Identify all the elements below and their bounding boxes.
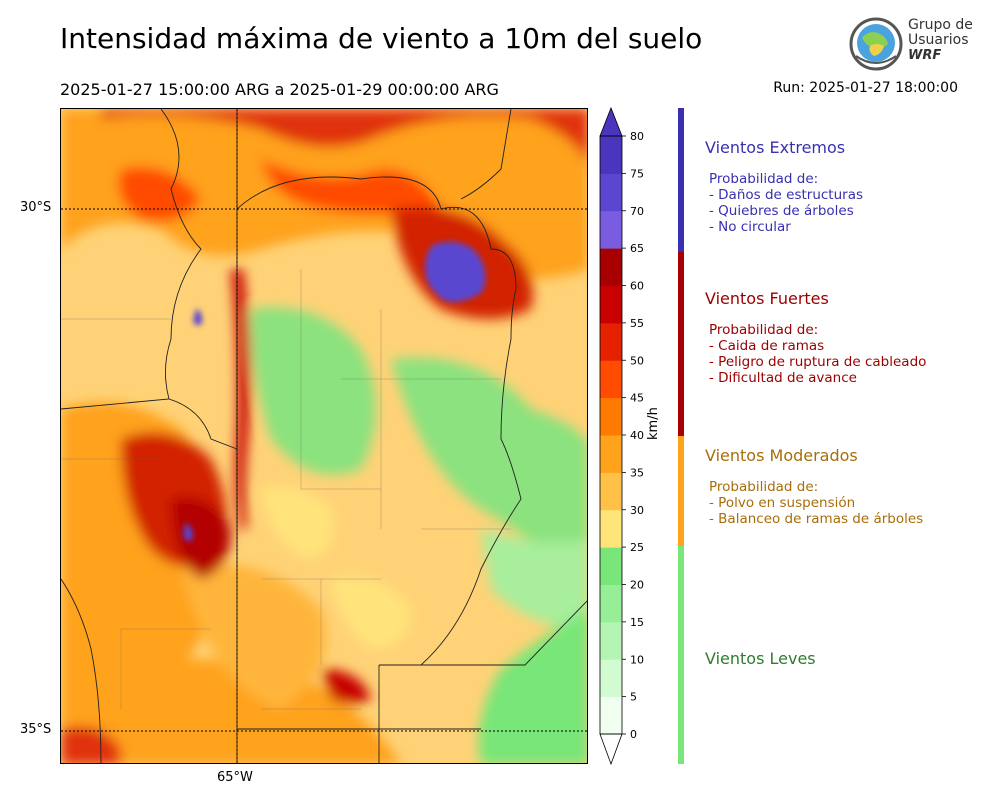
logo-line-1: Grupo de [908, 17, 973, 33]
category-extreme-desc: Probabilidad de: - Daños de estructuras … [705, 171, 995, 235]
category-bar-strong [678, 252, 684, 436]
colorbar-segment [600, 547, 622, 585]
extreme-wind-area [183, 241, 486, 542]
category-moderate-title: Vientos Moderados [705, 446, 858, 465]
category-moderate-desc-header: Probabilidad de: [709, 479, 819, 495]
globe-logo-icon [849, 17, 903, 71]
lat-label-35s: 35°S [20, 722, 52, 737]
category-strong: Vientos Fuertes Probabilidad de: - Caida… [705, 289, 995, 386]
logo-line-2: Usuarios [908, 32, 969, 48]
category-light: Vientos Leves [705, 649, 995, 668]
colorbar-segment [600, 659, 622, 698]
colorbar-tick-label: 40 [630, 429, 644, 442]
colorbar-tick-label: 30 [630, 504, 644, 517]
category-strong-item: - Caida de ramas [709, 338, 825, 354]
colorbar-segment [600, 322, 622, 361]
category-extreme-desc-header: Probabilidad de: [709, 171, 819, 187]
lat-label-30s: 30°S [20, 200, 52, 215]
colorbar-tick-label: 5 [630, 691, 637, 704]
colorbar-segment [600, 360, 622, 399]
colorbar-tick-label: 60 [630, 280, 644, 293]
colorbar: 0 5 10 15 20 25 30 35 40 45 50 55 60 65 70 75 80 [598, 106, 678, 768]
colorbar-tick-label: 75 [630, 167, 644, 180]
run-time: Run: 2025-01-27 18:00:00 [773, 80, 958, 96]
colorbar-tick-label: 20 [630, 579, 644, 592]
colorbar-segment [600, 696, 622, 735]
category-strong-item: - Dificultad de avance [709, 370, 857, 386]
category-bar-moderate [678, 436, 684, 546]
colorbar-segment [600, 136, 622, 174]
category-strong-desc: Probabilidad de: - Caida de ramas - Peli… [705, 322, 995, 386]
colorbar-tick-label: 35 [630, 466, 644, 479]
category-bar-light [678, 546, 684, 764]
colorbar-tick-label: 25 [630, 541, 644, 554]
colorbar-unit: km/h [646, 407, 661, 440]
wind-map [60, 108, 588, 764]
colorbar-extend-bottom [599, 733, 623, 766]
logo-line-3: WRF [908, 48, 942, 63]
valid-period: 2025-01-27 15:00:00 ARG a 2025-01-29 00:… [60, 80, 499, 99]
category-moderate-item: - Balanceo de ramas de árboles [709, 511, 924, 527]
colorbar-segment [600, 509, 622, 548]
colorbar-svg: 0 5 10 15 20 25 30 35 40 45 50 55 60 65 70 75 80 [599, 106, 644, 766]
colorbar-segment [600, 210, 622, 249]
category-moderate: Vientos Moderados Probabilidad de: - Pol… [705, 446, 995, 527]
chart-title: Intensidad máxima de viento a 10m del su… [60, 22, 703, 55]
colorbar-tick-label: 15 [630, 616, 644, 629]
category-moderate-item: - Polvo en suspensión [709, 495, 856, 511]
graticule [61, 109, 587, 763]
category-extreme-item: - Quiebres de árboles [709, 203, 854, 219]
category-extreme-title: Vientos Extremos [705, 138, 846, 157]
colorbar-tick-label: 10 [630, 653, 644, 666]
colorbar-segment [600, 472, 622, 511]
category-moderate-desc: Probabilidad de: - Polvo en suspensión -… [705, 479, 995, 527]
colorbar-segment [600, 285, 622, 324]
colorbar-tick-label: 65 [630, 242, 644, 255]
category-light-title: Vientos Leves [705, 649, 816, 668]
category-strong-title: Vientos Fuertes [705, 289, 829, 308]
category-bar-extreme [678, 108, 684, 252]
category-extreme-item: - Daños de estructuras [709, 187, 864, 203]
wind-field-layers [61, 109, 587, 763]
colorbar-segment [600, 248, 622, 286]
lon-label-65w: 65°W [217, 770, 253, 785]
colorbar-tick-label: 45 [630, 392, 644, 405]
category-extreme: Vientos Extremos Probabilidad de: - Daño… [705, 138, 995, 235]
colorbar-segment [600, 397, 622, 436]
colorbar-tick-label: 50 [630, 354, 644, 367]
category-extreme-item: - No circular [709, 219, 791, 235]
colorbar-tick-label: 55 [630, 317, 644, 330]
colorbar-tick-label: 70 [630, 205, 644, 218]
wind-field-svg [61, 109, 587, 763]
category-strong-item: - Peligro de ruptura de cableado [709, 354, 927, 370]
category-strong-desc-header: Probabilidad de: [709, 322, 819, 338]
colorbar-segment [600, 173, 622, 212]
department-borders [61, 269, 511, 710]
colorbar-segment [600, 621, 622, 660]
grupo-wrf-logo: Grupo de Usuarios WRF [848, 16, 978, 72]
colorbar-segment [600, 435, 622, 473]
colorbar-segment [600, 584, 622, 623]
colorbar-tick-label: 0 [630, 728, 637, 741]
colorbar-tick-label: 80 [630, 130, 644, 143]
colorbar-extend-top [599, 106, 623, 137]
